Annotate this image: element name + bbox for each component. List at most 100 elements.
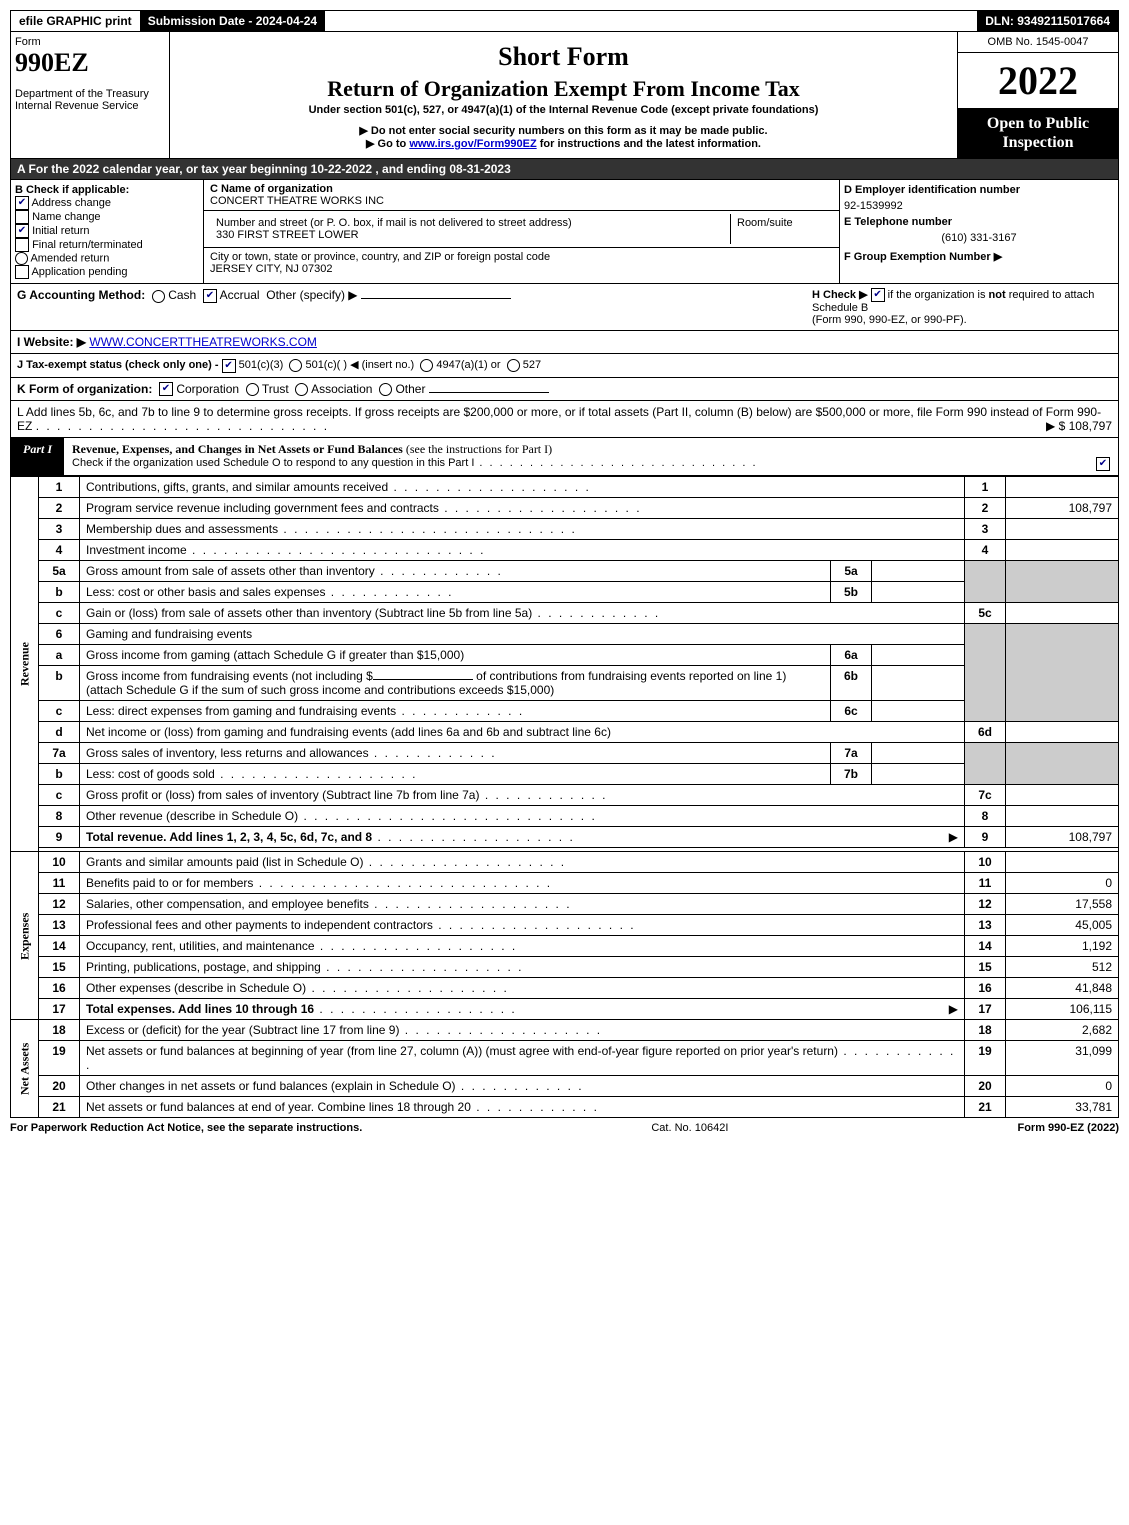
header-right: OMB No. 1545-0047 2022 Open to Public In… (958, 32, 1118, 158)
section-h: H Check ▶ if the organization is not req… (812, 288, 1112, 326)
room-suite-label: Room/suite (731, 214, 833, 244)
check-initial-return[interactable]: Initial return (15, 224, 199, 238)
radio-527[interactable] (507, 359, 520, 372)
line-1: Revenue 1 Contributions, gifts, grants, … (11, 477, 1119, 498)
line-7a: 7a Gross sales of inventory, less return… (11, 743, 1119, 764)
form-number: 990EZ (15, 48, 165, 78)
submission-date: Submission Date - 2024-04-24 (140, 11, 325, 31)
section-bcd: B Check if applicable: Address change Na… (10, 180, 1119, 284)
line-8: 8 Other revenue (describe in Schedule O)… (11, 806, 1119, 827)
check-address-change[interactable]: Address change (15, 196, 199, 210)
line-11: 11 Benefits paid to or for members 11 0 (11, 873, 1119, 894)
line-7c: c Gross profit or (loss) from sales of i… (11, 785, 1119, 806)
line-18: Net Assets 18 Excess or (deficit) for th… (11, 1020, 1119, 1041)
check-accrual[interactable] (203, 289, 217, 303)
dln: DLN: 93492115017664 (977, 11, 1118, 31)
radio-cash[interactable] (152, 290, 165, 303)
netassets-side-label: Net Assets (11, 1020, 39, 1118)
section-l: L Add lines 5b, 6c, and 7b to line 9 to … (10, 401, 1119, 438)
check-application-pending[interactable]: Application pending (15, 265, 199, 279)
page-footer: For Paperwork Reduction Act Notice, see … (10, 1118, 1119, 1138)
footer-right: Form 990-EZ (2022) (1017, 1122, 1119, 1134)
check-final-return[interactable]: Final return/terminated (15, 238, 199, 252)
check-amended-return[interactable]: Amended return (15, 252, 199, 265)
line-4: 4 Investment income 4 (11, 540, 1119, 561)
line-15: 15 Printing, publications, postage, and … (11, 957, 1119, 978)
radio-other[interactable] (379, 383, 392, 396)
phone-value: (610) 331-3167 (844, 232, 1114, 244)
check-name-change[interactable]: Name change (15, 210, 199, 224)
subtitle-3: ▶ Go to www.irs.gov/Form990EZ for instru… (176, 137, 951, 150)
fundraising-amount-input[interactable] (373, 679, 473, 680)
line-19: 19 Net assets or fund balances at beginn… (11, 1041, 1119, 1076)
radio-4947[interactable] (420, 359, 433, 372)
section-g: G Accounting Method: Cash Accrual Other … (17, 288, 812, 326)
top-bar: efile GRAPHIC print Submission Date - 20… (10, 10, 1119, 32)
line-14: 14 Occupancy, rent, utilities, and maint… (11, 936, 1119, 957)
website-link[interactable]: WWW.CONCERTTHEATREWORKS.COM (89, 335, 317, 349)
ein-label: D Employer identification number (844, 184, 1114, 196)
line-3: 3 Membership dues and assessments 3 (11, 519, 1119, 540)
street-block: Number and street (or P. O. box, if mail… (204, 210, 839, 247)
short-form-title: Short Form (176, 42, 951, 72)
line-5b: b Less: cost or other basis and sales ex… (11, 582, 1119, 603)
ein-value: 92-1539992 (844, 200, 1114, 212)
other-org-input[interactable] (429, 392, 549, 393)
line-7b: b Less: cost of goods sold 7b (11, 764, 1119, 785)
city-block: City or town, state or province, country… (204, 247, 839, 278)
line-6c: c Less: direct expenses from gaming and … (11, 701, 1119, 722)
org-name: CONCERT THEATRE WORKS INC (210, 195, 384, 207)
check-corporation[interactable] (159, 382, 173, 396)
line-17: 17 Total expenses. Add lines 10 through … (11, 999, 1119, 1020)
section-k: K Form of organization: Corporation Trus… (10, 378, 1119, 402)
line-9: 9 Total revenue. Add lines 1, 2, 3, 4, 5… (11, 827, 1119, 848)
check-501c3[interactable] (222, 359, 236, 373)
form-header: Form 990EZ Department of the Treasury In… (10, 32, 1119, 159)
subtitle-1: Under section 501(c), 527, or 4947(a)(1)… (176, 104, 951, 116)
header-left: Form 990EZ Department of the Treasury In… (11, 32, 170, 158)
city-state-zip: JERSEY CITY, NJ 07302 (210, 263, 333, 275)
part1-header: Part I Revenue, Expenses, and Changes in… (10, 438, 1119, 476)
phone-label: E Telephone number (844, 216, 1114, 228)
line-6b: b Gross income from fundraising events (… (11, 666, 1119, 701)
omb-number: OMB No. 1545-0047 (958, 32, 1118, 53)
line-13: 13 Professional fees and other payments … (11, 915, 1119, 936)
part1-tab: Part I (11, 438, 64, 475)
part1-table: Revenue 1 Contributions, gifts, grants, … (10, 476, 1119, 1118)
section-a: A For the 2022 calendar year, or tax yea… (10, 159, 1119, 180)
org-name-block: C Name of organization CONCERT THEATRE W… (204, 180, 839, 210)
group-exemption-label: F Group Exemption Number ▶ (844, 250, 1114, 263)
section-i: I Website: ▶ WWW.CONCERTTHEATREWORKS.COM (10, 331, 1119, 354)
radio-association[interactable] (295, 383, 308, 396)
open-inspection: Open to Public Inspection (958, 108, 1118, 158)
part1-title: Revenue, Expenses, and Changes in Net As… (64, 438, 1118, 475)
line-21: 21 Net assets or fund balances at end of… (11, 1097, 1119, 1118)
check-schedule-o[interactable] (1096, 457, 1110, 471)
line-2: 2 Program service revenue including gove… (11, 498, 1119, 519)
subtitle-2: ▶ Do not enter social security numbers o… (176, 124, 951, 137)
efile-label: efile GRAPHIC print (11, 11, 140, 31)
line-16: 16 Other expenses (describe in Schedule … (11, 978, 1119, 999)
irs-link[interactable]: www.irs.gov/Form990EZ (409, 138, 536, 150)
department-label: Department of the Treasury Internal Reve… (15, 88, 165, 112)
gross-receipts-amount: ▶ $ 108,797 (1046, 419, 1112, 433)
line-5a: 5a Gross amount from sale of assets othe… (11, 561, 1119, 582)
return-title: Return of Organization Exempt From Incom… (176, 76, 951, 102)
b-label: B Check if applicable: (15, 184, 199, 196)
line-6a: a Gross income from gaming (attach Sched… (11, 645, 1119, 666)
footer-left: For Paperwork Reduction Act Notice, see … (10, 1122, 362, 1134)
form-label: Form (15, 36, 165, 48)
section-def: D Employer identification number 92-1539… (840, 180, 1118, 283)
radio-trust[interactable] (246, 383, 259, 396)
check-schedule-b[interactable] (871, 288, 885, 302)
section-j: J Tax-exempt status (check only one) - 5… (10, 354, 1119, 377)
line-10: Expenses 10 Grants and similar amounts p… (11, 852, 1119, 873)
expenses-side-label: Expenses (11, 852, 39, 1020)
line-5c: c Gain or (loss) from sale of assets oth… (11, 603, 1119, 624)
radio-501c[interactable] (289, 359, 302, 372)
tax-year: 2022 (958, 53, 1118, 108)
revenue-side-label: Revenue (11, 477, 39, 852)
other-specify-input[interactable] (361, 298, 511, 299)
section-gh: G Accounting Method: Cash Accrual Other … (10, 284, 1119, 331)
section-c: C Name of organization CONCERT THEATRE W… (204, 180, 840, 283)
